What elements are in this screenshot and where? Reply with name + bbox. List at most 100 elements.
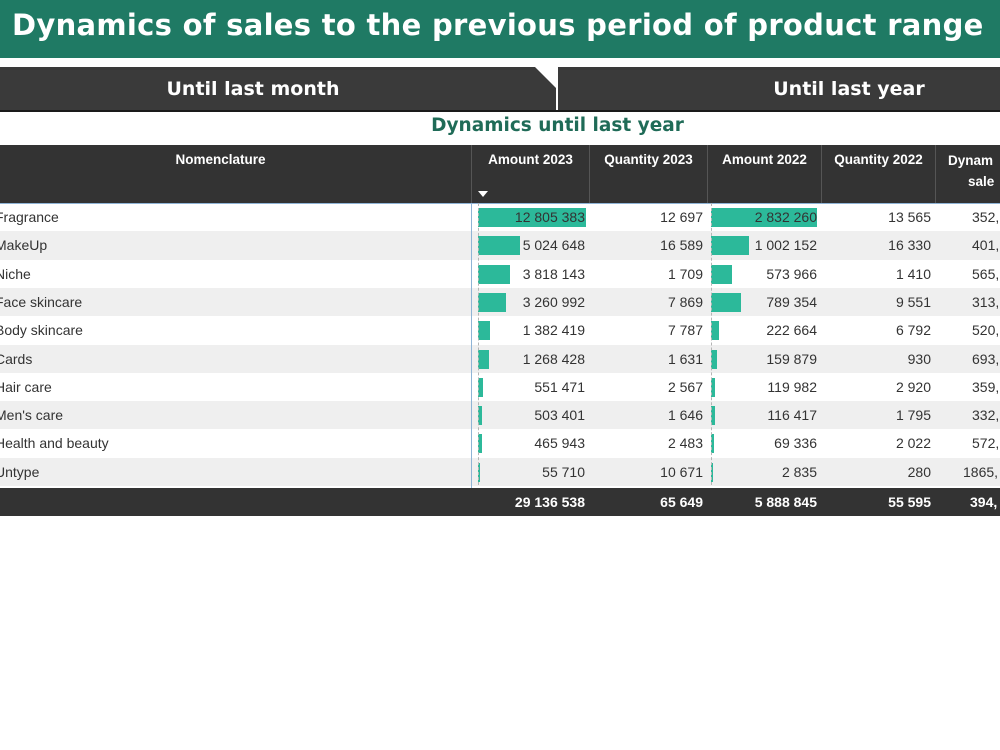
table-row[interactable]: Cards 1 268 428 1 631 159 879 930 693, [0,344,1000,373]
table-header: Nomenclature Amount 2023 Quantity 2023 A… [0,145,1000,203]
data-bar-amount-2023 [478,434,482,454]
row-quantity-2023: 12 697 [660,209,703,225]
table-row[interactable]: MakeUp 5 024 648 16 589 1 002 152 16 330 401, [0,231,1000,260]
total-quantity-2023: 65 649 [660,494,703,510]
row-nomenclature: Face skincare [0,293,83,310]
column-header-amount-2022[interactable]: Amount 2022 [708,145,822,203]
bar-baseline-2022 [711,203,712,485]
tab-until-last-year[interactable]: Until last year [556,67,1000,110]
row-quantity-2023: 7 787 [667,322,703,339]
row-dynamics: 313, [972,293,1000,310]
data-bar-amount-2022 [711,349,717,369]
table-row[interactable]: Hair care 551 471 2 567 119 982 2 920 359, [0,373,1000,401]
column-header-label: Nomenclature [175,152,266,167]
table-row[interactable]: Untype 55 710 10 671 2 835 280 1865, [0,457,1000,486]
row-dynamics: 565, [972,265,1000,282]
row-nomenclature: Health and beauty [0,435,109,452]
row-quantity-2022: 280 [907,463,931,480]
sort-descending-icon[interactable] [478,191,488,197]
row-dynamics: 332, [972,407,1000,424]
row-amount-2022: 222 664 [766,322,817,339]
data-bar-amount-2022 [711,264,733,284]
table-row[interactable]: Men's care 503 401 1 646 116 417 1 795 332, [0,401,1000,430]
column-header-label: Quantity 2022 [834,152,923,167]
period-tabs: Until last month Until last year [0,67,1000,110]
data-bar-amount-2022 [711,208,817,227]
row-amount-2022: 1 002 152 [754,237,817,254]
row-amount-2022: 789 354 [766,293,817,310]
row-nomenclature: Hair care [0,378,52,395]
row-amount-2022: 2 835 [781,463,817,480]
row-amount-2022: 119 982 [767,378,817,395]
table-row[interactable]: Health and beauty 465 943 2 483 69 336 2 022… [0,429,1000,457]
total-amount-2022: 5 888 845 [754,494,817,510]
data-bar-amount-2023 [478,236,521,256]
row-quantity-2022: 930 [907,350,931,367]
row-quantity-2023: 7 869 [667,293,703,310]
row-quantity-2023: 2 567 [667,378,703,395]
row-amount-2023: 465 943 [534,435,585,452]
column-divider [471,203,472,516]
sales-table: Nomenclature Amount 2023 Quantity 2023 A… [0,145,1000,517]
row-amount-2023: 551 471 [534,378,585,395]
row-quantity-2023: 1 646 [667,407,703,424]
data-bar-amount-2023 [478,264,511,284]
row-dynamics: 352, [972,209,1000,225]
header-bottom-border [0,203,1000,204]
data-bar-amount-2023 [478,208,586,227]
column-header-nomenclature[interactable]: Nomenclature [0,145,472,203]
row-quantity-2023: 1 709 [667,265,703,282]
row-quantity-2022: 6 792 [895,322,931,339]
row-nomenclature: Body skincare [0,322,83,339]
row-amount-2023: 3 260 992 [522,293,585,310]
report-title-bar: Dynamics of sales to the previous period… [0,0,1000,58]
data-bar-amount-2023 [478,321,490,341]
row-amount-2023: 3 818 143 [522,265,585,282]
total-row: 29 136 538 65 649 5 888 845 55 595 394, [0,488,1000,516]
row-amount-2023: 12 805 383 [514,209,585,225]
row-nomenclature: MakeUp [0,237,48,254]
table-row[interactable]: Niche 3 818 143 1 709 573 966 1 410 565, [0,260,1000,288]
data-bar-amount-2022 [711,236,749,256]
table-row[interactable]: Face skincare 3 260 992 7 869 789 354 9 551 3… [0,287,1000,317]
data-bar-amount-2023 [478,462,480,482]
row-quantity-2022: 2 022 [895,435,931,452]
row-amount-2023: 55 710 [542,463,585,480]
data-bar-amount-2022 [711,434,714,454]
row-quantity-2023: 10 671 [660,463,703,480]
data-bar-amount-2022 [711,292,741,312]
row-quantity-2022: 1 795 [895,407,931,424]
row-quantity-2022: 9 551 [895,293,931,310]
total-dynamics: 394, [970,494,998,510]
column-header-label: Amount 2022 [722,152,807,167]
table-row[interactable]: Body skincare 1 382 419 7 787 222 664 6 792 5… [0,316,1000,344]
row-nomenclature: Fragrance [0,209,59,225]
data-bar-amount-2023 [478,377,483,397]
column-header-amount-2023[interactable]: Amount 2023 [472,145,590,203]
row-amount-2023: 1 382 419 [522,322,585,339]
row-amount-2023: 1 268 428 [522,350,585,367]
total-quantity-2022: 55 595 [888,494,931,510]
row-amount-2022: 116 417 [767,407,817,424]
row-dynamics: 572, [972,435,1000,452]
total-amount-2023: 29 136 538 [514,494,585,510]
row-nomenclature: Men's care [0,407,64,424]
row-dynamics: 401, [972,237,1000,254]
row-quantity-2023: 1 631 [667,350,703,367]
column-header-quantity-2023[interactable]: Quantity 2023 [590,145,708,203]
tab-until-last-month[interactable]: Until last month [0,67,556,110]
report-title: Dynamics of sales to the previous period… [12,8,984,42]
row-amount-2022: 159 879 [766,350,817,367]
row-dynamics: 693, [972,350,1000,367]
row-amount-2022: 2 832 260 [754,209,817,225]
table-row[interactable]: Fragrance 12 805 383 12 697 2 832 260 13 565… [0,203,1000,231]
row-amount-2022: 69 336 [774,435,817,452]
row-amount-2023: 5 024 648 [522,237,585,254]
row-quantity-2023: 16 589 [660,237,703,254]
column-header-dynamics[interactable]: Dynam sale [936,145,1000,203]
data-bar-amount-2022 [711,462,713,482]
column-header-quantity-2022[interactable]: Quantity 2022 [822,145,936,203]
row-dynamics: 1865, [963,463,999,480]
row-quantity-2022: 1 410 [895,265,931,282]
bar-baseline-2023 [478,203,479,485]
